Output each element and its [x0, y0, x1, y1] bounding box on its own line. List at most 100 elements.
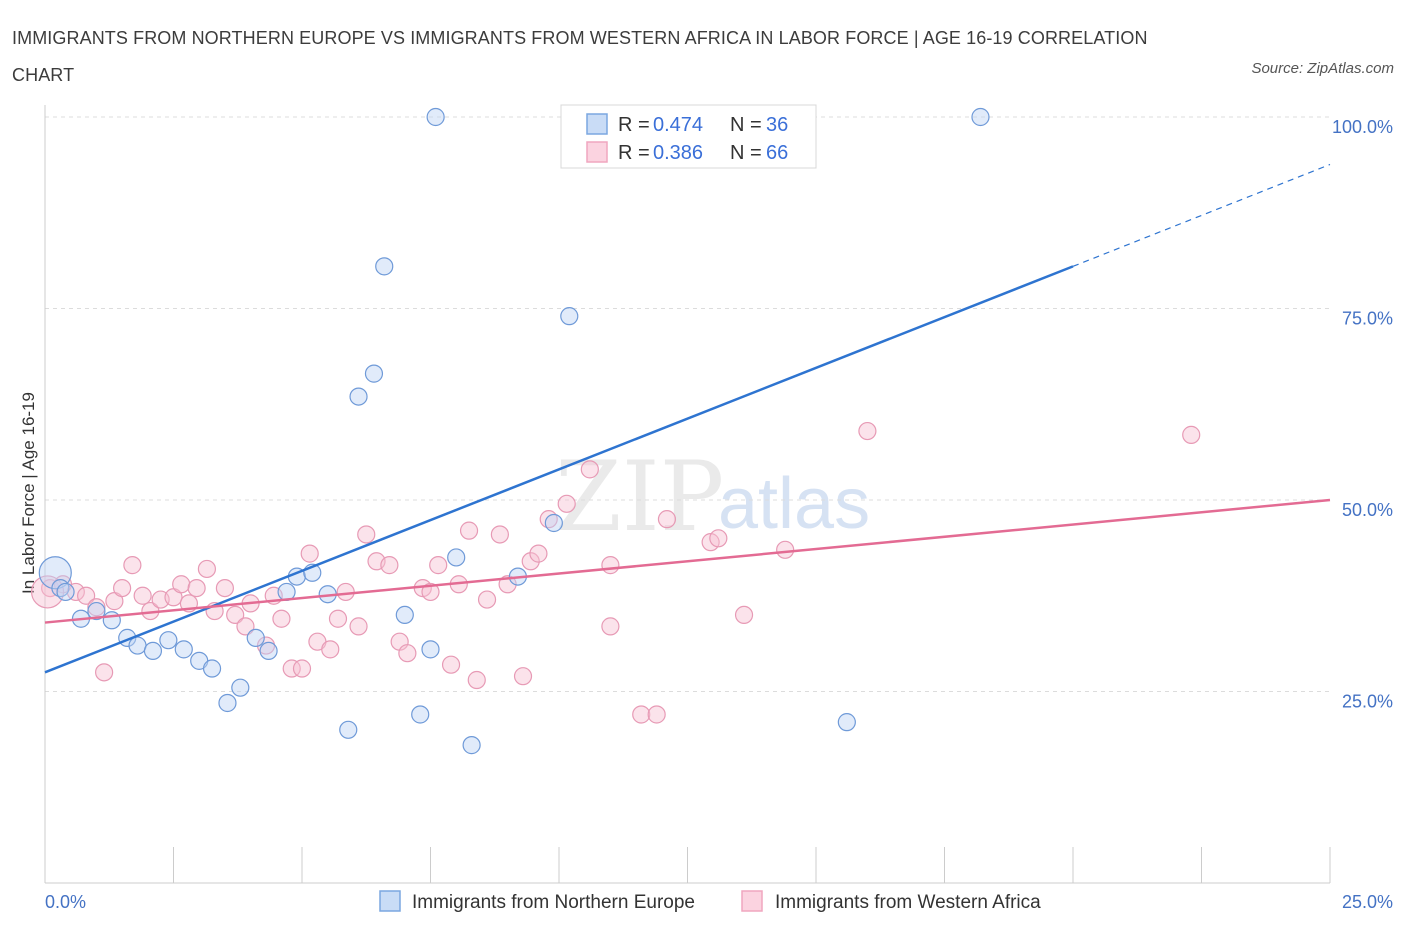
africa-point-29 [321, 640, 340, 659]
africa-point-39 [421, 582, 440, 602]
africa-point-2 [66, 582, 85, 602]
europe-point-35 [837, 713, 856, 732]
africa-point-43 [459, 521, 479, 540]
trend-line-europe [44, 265, 1074, 674]
africa-point-60 [709, 529, 728, 548]
africa-point-58 [657, 510, 677, 529]
legend-r-value-africa: 0.386 [653, 142, 703, 164]
africa-point-55 [601, 617, 620, 636]
africa-point-25 [282, 659, 301, 678]
legend-swatch-europe [586, 113, 608, 135]
legend-n-label-africa: N = [730, 142, 762, 164]
legend-n-value-africa: 66 [766, 142, 788, 164]
europe-point-16 [259, 641, 278, 661]
series-western-africa [30, 421, 1201, 724]
africa-point-5 [95, 663, 114, 682]
africa-point-52 [557, 494, 576, 513]
bottom-legend-label-europe: Immigrants from Northern Europe [412, 892, 695, 913]
legend-r-value-europe: 0.474 [653, 114, 703, 136]
europe-point-13 [218, 693, 237, 713]
europe-point-36 [971, 107, 990, 127]
europe-point-10 [174, 640, 193, 659]
africa-point-27 [300, 544, 319, 563]
africa-point-61 [734, 605, 754, 625]
legend-n-value-europe: 36 [766, 114, 788, 136]
europe-point-24 [375, 257, 394, 276]
legend-swatch-africa [586, 141, 608, 163]
europe-point-22 [349, 387, 368, 406]
africa-point-56 [632, 705, 651, 724]
x-ticks [44, 847, 1331, 883]
africa-point-53 [580, 460, 599, 479]
europe-point-32 [544, 513, 563, 533]
legend-r-label-africa: R = [618, 142, 650, 164]
chart-title: IMMIGRANTS FROM NORTHERN EUROPE VS IMMIG… [12, 28, 1148, 85]
bottom-legend-swatch-africa [741, 890, 763, 912]
europe-point-15 [246, 628, 265, 647]
africa-point-62 [776, 540, 795, 559]
africa-point-44 [467, 670, 486, 690]
africa-point-37 [398, 644, 417, 663]
europe-point-23 [364, 364, 384, 383]
europe-point-9 [159, 631, 178, 650]
europe-point-2 [56, 582, 75, 602]
europe-point-7 [128, 636, 147, 655]
africa-point-33 [357, 525, 376, 544]
y-tick-label-50: 50.0% [1342, 500, 1393, 520]
bottom-legend-label-africa: Immigrants from Western Africa [775, 892, 1041, 913]
x-tick-label-max: 25.0% [1342, 892, 1393, 912]
europe-point-21 [339, 720, 358, 739]
africa-point-16 [197, 559, 217, 579]
africa-point-50 [529, 544, 548, 563]
legend-r-label-europe: R = [618, 114, 650, 136]
y-tick-label-100: 100.0% [1332, 117, 1393, 137]
chart-source: Source: ZipAtlas.com [1251, 60, 1394, 77]
africa-point-31 [336, 582, 355, 602]
stats-legend: R = 0.474 N = 36 R = 0.386 N = 66 [560, 104, 817, 169]
africa-point-3 [77, 586, 96, 605]
europe-point-33 [560, 307, 579, 326]
y-axis-label: In Labor Force | Age 16-19 [19, 392, 38, 594]
watermark-zip: ZIP [555, 441, 724, 553]
trend-line-africa [44, 498, 1331, 624]
africa-point-15 [187, 578, 206, 598]
y-tick-labels: 25.0% 50.0% 75.0% 100.0% [1332, 117, 1393, 712]
africa-point-40 [429, 556, 448, 575]
africa-point-32 [349, 617, 368, 636]
bottom-legend-swatch-europe [379, 890, 401, 912]
africa-point-4 [87, 598, 106, 617]
europe-point-25 [395, 605, 414, 625]
europe-point-12 [202, 659, 222, 678]
trend-lines [44, 163, 1331, 674]
trend-line-europe-extension [1072, 163, 1331, 267]
africa-point-54 [601, 556, 620, 575]
africa-point-18 [215, 578, 234, 598]
europe-point-0 [38, 556, 72, 590]
legend-n-label-europe: N = [730, 114, 762, 136]
europe-point-27 [421, 640, 440, 659]
africa-point-35 [380, 556, 399, 575]
africa-point-46 [490, 525, 509, 544]
africa-point-13 [172, 575, 191, 594]
africa-point-57 [647, 705, 666, 724]
y-tick-label-25: 25.0% [1342, 692, 1393, 712]
africa-point-64 [1182, 425, 1201, 444]
series-legend: Immigrants from Northern Europe Immigran… [379, 890, 1041, 913]
africa-point-19 [226, 605, 245, 625]
europe-point-26 [411, 705, 430, 724]
europe-point-29 [447, 548, 466, 567]
europe-point-14 [231, 678, 250, 697]
africa-point-65 [30, 575, 65, 609]
africa-point-8 [123, 556, 142, 575]
europe-point-28 [426, 107, 445, 127]
series-northern-europe [38, 107, 990, 755]
africa-point-49 [521, 552, 540, 571]
africa-point-20 [236, 617, 255, 636]
africa-point-45 [477, 590, 497, 609]
europe-point-8 [143, 641, 163, 661]
africa-point-41 [441, 655, 461, 674]
africa-point-30 [328, 609, 348, 628]
x-tick-label-min: 0.0% [45, 892, 86, 912]
europe-point-30 [462, 736, 481, 755]
